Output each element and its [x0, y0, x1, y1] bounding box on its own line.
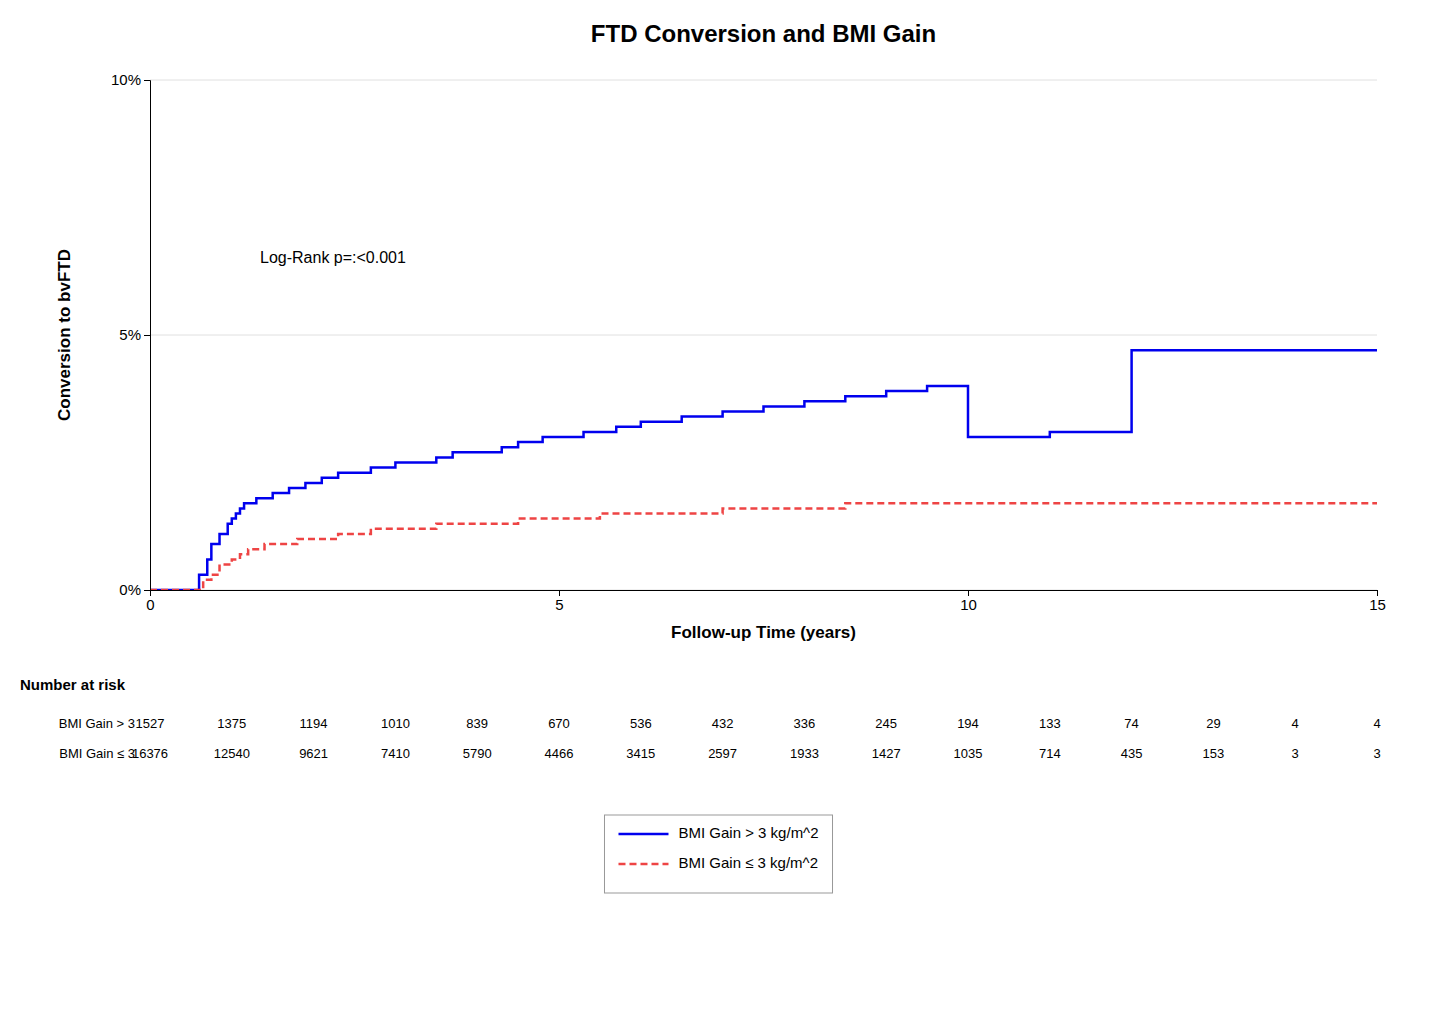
- risk-count: 839: [466, 716, 488, 731]
- legend-swatch: [618, 833, 668, 836]
- risk-table: Number at risk BMI Gain > 31527 1375 1194 10…: [20, 676, 1381, 761]
- y-grid-line: [150, 335, 1377, 336]
- risk-count: 435: [1121, 746, 1143, 761]
- risk-count: 1010: [381, 716, 410, 731]
- legend-item: BMI Gain > 3 kg/m^2: [618, 824, 818, 841]
- legend-swatch: [618, 863, 668, 866]
- risk-count: 1933: [790, 746, 819, 761]
- legend-label: BMI Gain > 3 kg/m^2: [678, 824, 818, 841]
- chart: FTD Conversion and BMI Gain 0 5 10 15 0% 5% 10%…: [0, 0, 1437, 1031]
- y-tick-mark: [144, 335, 150, 336]
- annotation: Log-Rank p=:<0.001: [260, 249, 406, 266]
- y-axis-line: [144, 81, 151, 591]
- legend-item: BMI Gain ≤ 3 kg/m^2: [618, 854, 817, 871]
- risk-count: 7410: [381, 746, 410, 761]
- y-axis: 0% 5% 10%: [111, 71, 151, 598]
- risk-count: 29: [1206, 716, 1220, 731]
- risk-table-title: Number at risk: [20, 676, 126, 693]
- risk-count: 4466: [545, 746, 574, 761]
- x-tick: 0: [146, 590, 154, 613]
- risk-count: 536: [630, 716, 652, 731]
- x-tick: 5: [555, 590, 563, 613]
- risk-count: 16376: [132, 746, 168, 761]
- risk-count: 12540: [214, 746, 250, 761]
- y-tick-label: 10%: [111, 71, 141, 88]
- risk-count: 245: [875, 716, 897, 731]
- legend-label: BMI Gain ≤ 3 kg/m^2: [678, 854, 817, 871]
- y-tick-label: 5%: [119, 326, 141, 343]
- y-tick: 10%: [111, 71, 150, 88]
- x-axis: 0 5 10 15: [146, 590, 1386, 613]
- legend-box: [604, 815, 832, 893]
- risk-count: 1427: [872, 746, 901, 761]
- y-grid-line: [150, 80, 1377, 81]
- risk-count: 670: [548, 716, 570, 731]
- x-axis-line: [151, 591, 1378, 597]
- x-tick: 15: [1369, 590, 1386, 613]
- y-tick-mark: [144, 590, 150, 591]
- risk-count: 1527: [136, 716, 165, 731]
- risk-count: 432: [712, 716, 734, 731]
- x-tick: 10: [960, 590, 977, 613]
- risk-count: 336: [794, 716, 816, 731]
- x-tick-label: 0: [146, 596, 154, 613]
- y-tick: 0%: [119, 581, 150, 598]
- risk-count: 9621: [299, 746, 328, 761]
- series-line: [150, 503, 1377, 590]
- y-tick-label: 0%: [119, 581, 141, 598]
- risk-count: 5790: [463, 746, 492, 761]
- risk-count: 4: [1373, 716, 1380, 731]
- risk-count: 153: [1203, 746, 1225, 761]
- y-axis-title: Conversion to bvFTD: [55, 249, 74, 421]
- title: FTD Conversion and BMI Gain: [591, 20, 936, 47]
- risk-count: 1035: [954, 746, 983, 761]
- risk-count: 3: [1373, 746, 1380, 761]
- risk-count: 3415: [626, 746, 655, 761]
- y-tick-mark: [144, 80, 150, 81]
- risk-count: 4: [1292, 716, 1299, 731]
- x-tick-label: 10: [960, 596, 977, 613]
- risk-row-label: BMI Gain ≤ 3: [59, 746, 135, 761]
- risk-count: 1375: [217, 716, 246, 731]
- risk-count: 714: [1039, 746, 1061, 761]
- risk-count: 1194: [300, 716, 328, 731]
- risk-count: 74: [1124, 716, 1138, 731]
- plot-area: [150, 350, 1377, 590]
- x-tick-label: 5: [555, 596, 563, 613]
- y-tick: 5%: [119, 326, 150, 343]
- risk-count: 2597: [708, 746, 737, 761]
- risk-count: 3: [1292, 746, 1299, 761]
- x-tick-label: 15: [1369, 596, 1386, 613]
- legend: BMI Gain > 3 kg/m^2 BMI Gain ≤ 3 kg/m^2: [604, 815, 832, 893]
- grid: [150, 80, 1377, 590]
- risk-row-label: BMI Gain > 3: [59, 716, 135, 731]
- series-line: [150, 350, 1377, 590]
- risk-count: 133: [1039, 716, 1061, 731]
- x-axis-title: Follow-up Time (years): [671, 623, 856, 642]
- risk-count: 194: [957, 716, 979, 731]
